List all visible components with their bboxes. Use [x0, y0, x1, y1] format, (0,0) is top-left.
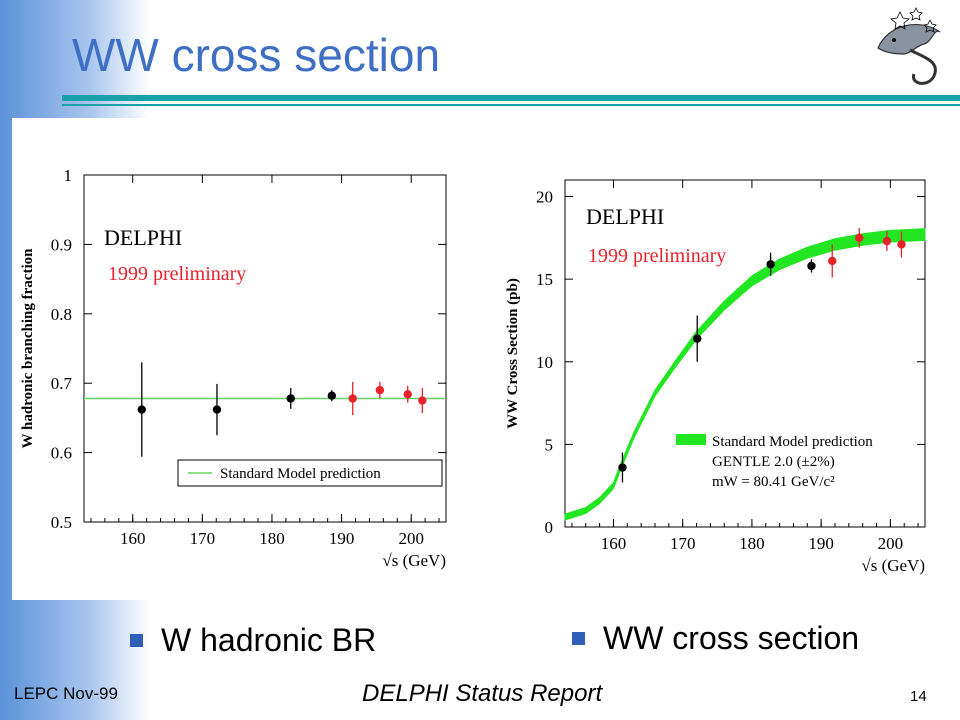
data-point: [766, 260, 775, 269]
x-axis-label: √s (GeV): [861, 556, 925, 575]
slide-title: WW cross section: [72, 29, 441, 81]
x-tick-label: 180: [739, 534, 765, 553]
legend-label: Standard Model prediction: [712, 434, 873, 450]
legend-label: GENTLE 2.0 (±2%): [712, 454, 835, 470]
y-tick-label: 0.5: [51, 513, 72, 532]
plot-frame: [564, 179, 926, 528]
bullet-w-hadronic-br: W hadronic BR: [130, 622, 376, 659]
bullet-square-icon: [572, 632, 585, 645]
data-point: [855, 233, 864, 243]
y-tick-label: 0.9: [51, 235, 72, 254]
x-tick-label: 200: [398, 529, 424, 548]
legend-band-swatch: [676, 434, 706, 445]
page-number: 14: [910, 688, 927, 705]
sm-prediction-band: [564, 228, 926, 521]
x-tick-label: 190: [329, 529, 355, 548]
data-point: [327, 391, 337, 400]
legend-label: mW = 80.41 GeV/c²: [712, 474, 835, 490]
data-point: [286, 394, 295, 403]
x-tick-label: 180: [259, 529, 285, 548]
y-tick-label: 0.8: [51, 305, 72, 324]
data-point: [212, 405, 222, 414]
y-tick-label: 15: [536, 270, 553, 289]
data-point: [418, 396, 427, 405]
x-tick-label: 160: [120, 529, 146, 548]
y-tick-label: 0.7: [51, 374, 73, 393]
data-point: [618, 463, 627, 472]
experiment-label: DELPHI: [586, 204, 664, 229]
data-point: [375, 385, 385, 395]
bullet-ww-cross-section: WW cross section: [572, 620, 859, 657]
data-point: [348, 394, 357, 403]
experiment-label: DELPHI: [104, 225, 182, 250]
preliminary-label: 1999 preliminary: [588, 245, 726, 267]
y-tick-label: 0: [545, 518, 554, 537]
data-point: [828, 256, 837, 266]
y-tick-label: 20: [536, 188, 553, 207]
footer-center: DELPHI Status Report: [362, 680, 603, 707]
title-rule-thin: [62, 104, 960, 106]
x-tick-label: 170: [190, 529, 216, 548]
y-axis-label: W hadronic branching fraction: [20, 248, 36, 449]
data-point: [897, 240, 906, 249]
data-point: [403, 390, 412, 399]
data-point: [137, 405, 146, 414]
y-tick-label: 10: [536, 353, 553, 372]
title-rule: [62, 95, 960, 101]
y-tick-label: 5: [545, 435, 554, 454]
x-tick-label: 190: [808, 534, 834, 553]
bullet-label: W hadronic BR: [161, 622, 377, 658]
legend-label: Standard Model prediction: [220, 466, 381, 482]
x-axis-label: √s (GeV): [382, 551, 446, 570]
data-point: [693, 334, 702, 343]
plot-panel: [12, 118, 960, 600]
legend-box: [177, 459, 443, 487]
data-point: [807, 261, 816, 271]
y-tick-label: 1: [64, 166, 73, 185]
bullet-label: WW cross section: [603, 620, 860, 656]
plot-frame: [83, 174, 447, 523]
preliminary-label: 1999 preliminary: [108, 263, 246, 285]
dolphin-logo-icon: [877, 7, 941, 85]
y-axis-label: WW Cross Section (pb): [505, 278, 521, 429]
x-tick-label: 160: [601, 534, 627, 553]
x-tick-label: 170: [670, 534, 696, 553]
data-point: [882, 236, 892, 246]
x-tick-label: 200: [878, 534, 904, 553]
y-tick-label: 0.6: [51, 444, 72, 463]
footer-left: LEPC Nov-99: [14, 684, 118, 703]
bullet-square-icon: [130, 634, 143, 647]
